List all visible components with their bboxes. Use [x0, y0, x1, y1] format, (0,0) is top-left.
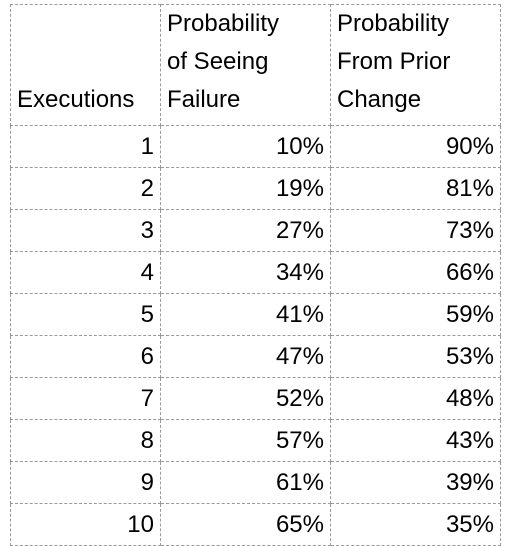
- cell-probability-from-prior-change[interactable]: 39%: [330, 461, 501, 504]
- cell-executions[interactable]: 4: [10, 251, 161, 294]
- cell-executions[interactable]: 2: [10, 167, 161, 210]
- header-line: Probability: [167, 10, 280, 37]
- header-executions[interactable]: Executions: [10, 4, 161, 126]
- cell-probability-from-prior-change[interactable]: 53%: [330, 335, 501, 378]
- cell-probability-from-prior-change[interactable]: 81%: [330, 167, 501, 210]
- cell-probability-from-prior-change[interactable]: 73%: [330, 209, 501, 252]
- header-probability-from-prior-change[interactable]: Probability From Prior Change: [330, 4, 501, 126]
- header-line: Probability: [337, 10, 450, 37]
- table-row: 9 61% 39%: [10, 461, 501, 504]
- cell-probability-of-seeing-failure[interactable]: 52%: [160, 377, 331, 420]
- header-line: of Seeing: [167, 48, 269, 75]
- table-row: 3 27% 73%: [10, 209, 501, 252]
- cell-executions[interactable]: 7: [10, 377, 161, 420]
- header-line: Executions: [17, 86, 135, 113]
- table-row: 4 34% 66%: [10, 251, 501, 294]
- cell-probability-from-prior-change[interactable]: 66%: [330, 251, 501, 294]
- table-row: 10 65% 35%: [10, 503, 501, 546]
- cell-probability-from-prior-change[interactable]: 90%: [330, 125, 501, 168]
- header-line: Change: [337, 86, 422, 113]
- cell-executions[interactable]: 1: [10, 125, 161, 168]
- cell-probability-of-seeing-failure[interactable]: 47%: [160, 335, 331, 378]
- cell-executions[interactable]: 5: [10, 293, 161, 336]
- table-row: 8 57% 43%: [10, 419, 501, 462]
- cell-probability-of-seeing-failure[interactable]: 61%: [160, 461, 331, 504]
- cell-executions[interactable]: 3: [10, 209, 161, 252]
- probability-table: Executions Probability of Seeing Failure…: [10, 4, 501, 546]
- cell-probability-of-seeing-failure[interactable]: 57%: [160, 419, 331, 462]
- table-row: 1 10% 90%: [10, 125, 501, 168]
- cell-probability-from-prior-change[interactable]: 43%: [330, 419, 501, 462]
- cell-probability-of-seeing-failure[interactable]: 27%: [160, 209, 331, 252]
- cell-probability-of-seeing-failure[interactable]: 65%: [160, 503, 331, 546]
- cell-probability-of-seeing-failure[interactable]: 41%: [160, 293, 331, 336]
- cell-executions[interactable]: 9: [10, 461, 161, 504]
- cell-probability-from-prior-change[interactable]: 59%: [330, 293, 501, 336]
- header-line: Failure: [167, 86, 241, 113]
- header-probability-of-seeing-failure[interactable]: Probability of Seeing Failure: [160, 4, 331, 126]
- table-row: 5 41% 59%: [10, 293, 501, 336]
- cell-executions[interactable]: 8: [10, 419, 161, 462]
- table-row: 6 47% 53%: [10, 335, 501, 378]
- cell-probability-from-prior-change[interactable]: 35%: [330, 503, 501, 546]
- cell-executions[interactable]: 6: [10, 335, 161, 378]
- header-line: From Prior: [337, 48, 451, 75]
- cell-probability-of-seeing-failure[interactable]: 10%: [160, 125, 331, 168]
- cell-probability-from-prior-change[interactable]: 48%: [330, 377, 501, 420]
- table-row: 2 19% 81%: [10, 167, 501, 210]
- table-row: 7 52% 48%: [10, 377, 501, 420]
- cell-probability-of-seeing-failure[interactable]: 19%: [160, 167, 331, 210]
- cell-executions[interactable]: 10: [10, 503, 161, 546]
- cell-probability-of-seeing-failure[interactable]: 34%: [160, 251, 331, 294]
- header-row: Executions Probability of Seeing Failure…: [10, 4, 501, 126]
